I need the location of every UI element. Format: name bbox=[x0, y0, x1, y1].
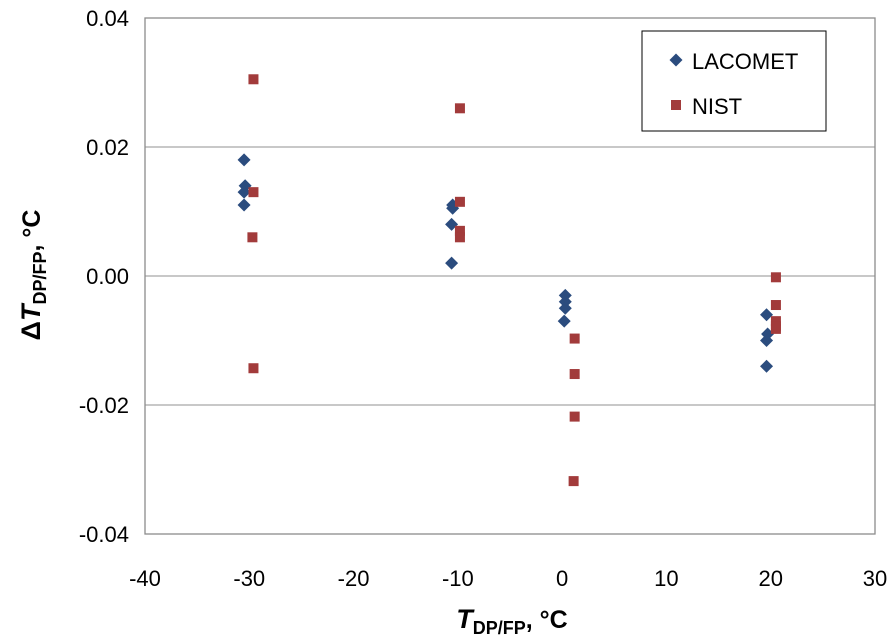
plot-area-frame bbox=[144, 17, 876, 535]
x-axis-title-symbol: T bbox=[456, 604, 475, 634]
y-tick-label: 0.02 bbox=[86, 135, 129, 160]
nist-point bbox=[248, 74, 259, 85]
lacomet-point bbox=[760, 334, 774, 347]
y-axis-title-prefix: Δ bbox=[16, 321, 46, 340]
nist-point bbox=[569, 411, 580, 422]
nist-point bbox=[569, 333, 580, 344]
legend-nist-label: NIST bbox=[692, 94, 742, 119]
x-axis-title-unit: , °C bbox=[526, 606, 568, 634]
gridlines bbox=[145, 146, 875, 406]
y-tick-label: 0.00 bbox=[86, 264, 129, 289]
nist-point bbox=[770, 323, 781, 334]
lacomet-point bbox=[445, 256, 459, 270]
series-lacomet bbox=[237, 153, 775, 373]
nist-point bbox=[569, 369, 580, 380]
lacomet-point bbox=[557, 314, 571, 328]
y-axis-title-unit: , °C bbox=[18, 210, 46, 252]
x-tick-label: 30 bbox=[863, 566, 887, 591]
nist-point bbox=[770, 272, 781, 283]
lacomet-point bbox=[445, 217, 459, 231]
x-tick-label: -40 bbox=[129, 566, 161, 591]
y-tick-label: 0.04 bbox=[86, 6, 129, 31]
x-tick-label: 0 bbox=[556, 566, 568, 591]
x-tick-label: -10 bbox=[442, 566, 474, 591]
lacomet-point bbox=[558, 301, 572, 315]
x-tick-label: -30 bbox=[233, 566, 265, 591]
x-axis-ticks: -40 -30 -20 -10 0 10 20 30 bbox=[129, 566, 887, 591]
y-axis-title: ΔTDP/FP, °C bbox=[16, 210, 50, 341]
lacomet-point bbox=[760, 308, 774, 322]
lacomet-point bbox=[760, 359, 774, 373]
x-axis-title: TDP/FP, °C bbox=[456, 604, 567, 638]
legend-lacomet-label: LACOMET bbox=[692, 49, 798, 74]
nist-point bbox=[248, 363, 259, 374]
lacomet-point bbox=[237, 185, 251, 199]
nist-point bbox=[248, 187, 259, 198]
lacomet-point bbox=[237, 153, 251, 167]
data-points bbox=[237, 74, 781, 487]
lacomet-point bbox=[237, 198, 251, 212]
nist-point bbox=[454, 103, 465, 114]
nist-point bbox=[568, 476, 579, 487]
nist-point bbox=[247, 232, 258, 243]
nist-point bbox=[770, 300, 781, 311]
x-tick-label: -20 bbox=[338, 566, 370, 591]
legend: LACOMET NIST bbox=[641, 30, 827, 132]
nist-point bbox=[454, 196, 465, 207]
x-tick-label: 20 bbox=[758, 566, 782, 591]
x-tick-label: 10 bbox=[654, 566, 678, 591]
series-nist bbox=[247, 74, 781, 487]
legend-lacomet-marker bbox=[669, 53, 683, 67]
legend-nist-marker bbox=[671, 100, 681, 110]
y-axis-title-subscript: DP/FP bbox=[30, 252, 50, 305]
nist-point bbox=[454, 232, 465, 243]
y-axis-ticks: 0.04 0.02 0.00 -0.02 -0.04 bbox=[79, 6, 129, 547]
y-axis-title-symbol: T bbox=[16, 302, 46, 321]
nist-point bbox=[770, 316, 781, 327]
y-tick-label: -0.04 bbox=[79, 522, 129, 547]
x-axis-title-subscript: DP/FP bbox=[473, 618, 526, 638]
nist-point bbox=[454, 225, 465, 236]
legend-box bbox=[641, 30, 827, 132]
y-tick-label: -0.02 bbox=[79, 393, 129, 418]
